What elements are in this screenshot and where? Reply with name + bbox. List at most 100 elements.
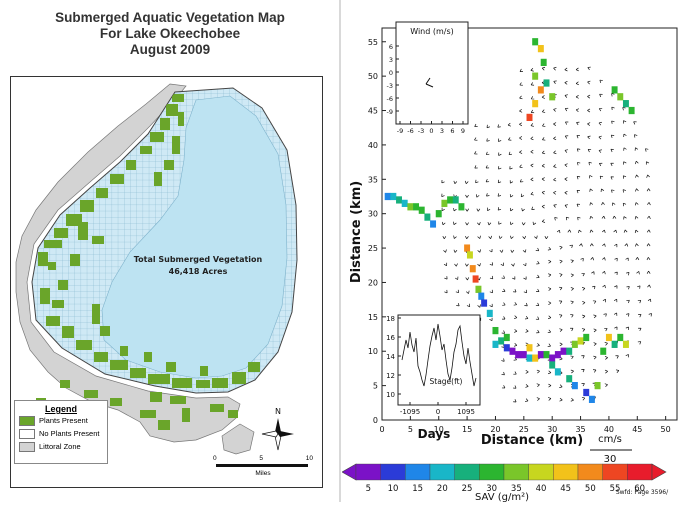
current-vector [534, 235, 538, 239]
current-vector [564, 190, 568, 195]
current-vector [581, 287, 586, 291]
current-vector [559, 314, 563, 318]
current-vector [564, 163, 568, 168]
colorbar-cell [577, 463, 603, 481]
current-vector [530, 191, 534, 196]
current-vector [513, 385, 517, 389]
current-vector [548, 287, 552, 291]
current-vector [464, 180, 469, 184]
stage-timeseries [401, 323, 477, 387]
current-vector [536, 274, 540, 279]
scale-unit: Miles [255, 470, 271, 477]
current-vector [510, 235, 514, 239]
open-water [101, 95, 288, 379]
current-vector [497, 193, 502, 197]
north-arrow-icon [261, 418, 294, 451]
current-vector [513, 371, 517, 375]
current-vector [604, 342, 608, 346]
sav-cell [447, 196, 454, 204]
current-vector [530, 96, 535, 100]
y-tick-label: 20 [368, 278, 378, 287]
current-vector [624, 243, 629, 247]
sav-cell [617, 93, 624, 101]
sav-cell [478, 292, 485, 300]
current-vector [514, 329, 518, 333]
current-vector [564, 177, 568, 181]
colorbar-tick-label: 25 [462, 484, 473, 494]
current-vector [635, 174, 639, 178]
y-tick-label: 25 [368, 244, 378, 253]
sav-cell [540, 58, 547, 66]
current-vector [623, 133, 627, 138]
current-vector [559, 245, 563, 250]
current-vector [547, 397, 552, 401]
sav-cell [396, 196, 402, 204]
current-vector [602, 257, 606, 261]
current-vector [475, 179, 479, 184]
current-vector [523, 262, 527, 267]
current-vector [547, 315, 552, 320]
current-vector [531, 206, 535, 210]
north-label: N [275, 407, 281, 416]
current-vector [591, 271, 595, 275]
current-vector [559, 384, 563, 388]
sav-cell [622, 340, 629, 348]
sav-cell [492, 326, 499, 335]
current-vector [465, 263, 469, 267]
wind-x-tick-label: -9 [397, 127, 403, 135]
littoral-zone [221, 423, 255, 455]
current-vector [509, 207, 514, 212]
sav-cell [503, 344, 510, 352]
current-vector [547, 343, 551, 347]
current-vector [598, 135, 602, 140]
current-vector [465, 194, 469, 198]
current-vector [442, 236, 447, 240]
current-vector [592, 300, 597, 304]
current-vector [443, 249, 447, 253]
current-vector [541, 150, 546, 155]
current-vector [489, 289, 493, 294]
current-vector [625, 354, 629, 358]
current-vector [626, 286, 630, 290]
current-vector [589, 202, 594, 206]
current-vector [477, 304, 481, 308]
current-vector [565, 216, 570, 221]
current-vector [444, 289, 448, 294]
y-tick-label: 15 [368, 313, 378, 322]
current-vector [577, 216, 581, 221]
y-tick-label: 50 [368, 72, 378, 81]
current-vector [525, 398, 529, 402]
wind-y-tick-label: 6 [389, 43, 393, 51]
current-vector [548, 301, 552, 305]
current-vector [564, 135, 569, 139]
wind-vector-icon [425, 77, 434, 88]
current-vector [441, 179, 445, 184]
current-vector [453, 235, 457, 239]
current-vector [604, 383, 608, 387]
colorbar-label: SAV (g/m²) [475, 492, 529, 502]
map-title-line: Submerged Aquatic Vegetation Map [55, 10, 285, 25]
current-vector [615, 369, 620, 373]
current-vector [544, 236, 549, 240]
current-vector [485, 178, 490, 183]
current-vector [548, 273, 552, 278]
sav-cell [611, 86, 618, 94]
colorbar-tick-label: 45 [560, 484, 571, 494]
sav-cell [526, 113, 533, 122]
current-vector [587, 108, 591, 113]
sav-cell [407, 203, 414, 211]
sav-cell [543, 351, 550, 359]
current-vector [598, 121, 602, 126]
current-vector [575, 81, 579, 86]
current-vector [599, 79, 603, 84]
current-vector [576, 162, 581, 166]
current-vector [612, 215, 617, 219]
current-vector [466, 290, 470, 294]
current-vector [564, 67, 568, 72]
current-vector [565, 121, 569, 125]
current-vector [485, 165, 490, 169]
current-vector [508, 151, 513, 155]
current-vector [536, 329, 540, 334]
current-vector [541, 219, 546, 223]
legend-swatch [19, 441, 35, 452]
